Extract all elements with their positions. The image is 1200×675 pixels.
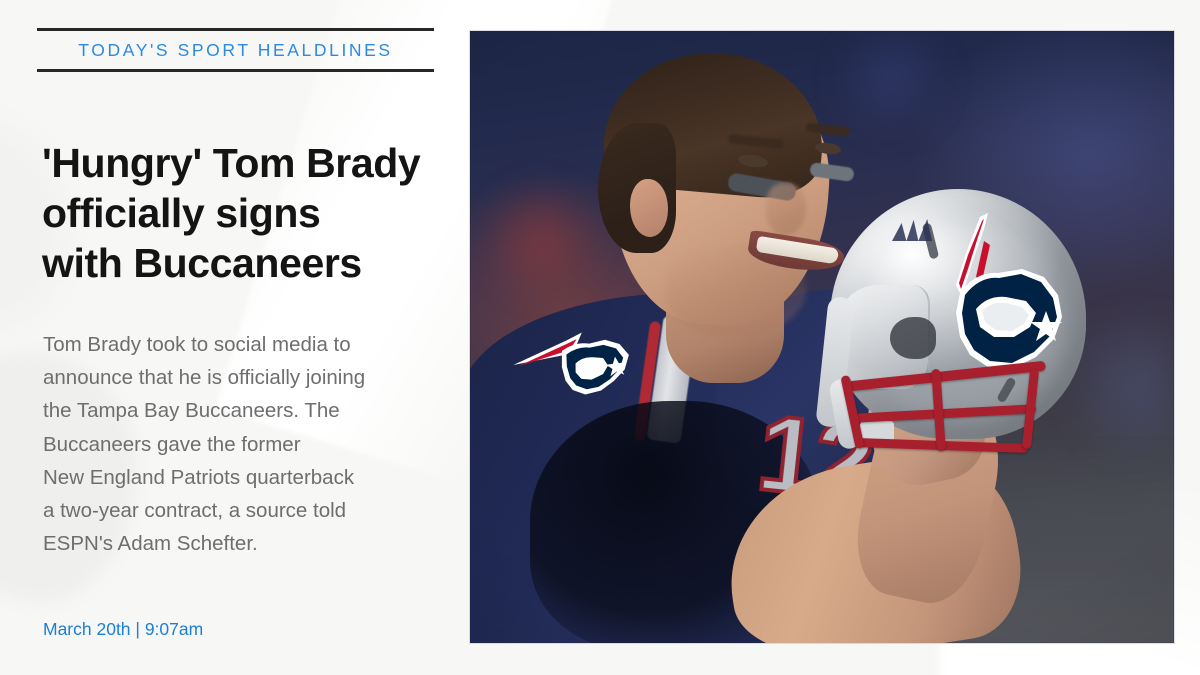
kicker-rule-bottom	[37, 69, 434, 72]
patriots-helmet	[815, 189, 1086, 453]
kicker-label: TODAY'S SPORT HEALDLINES	[78, 39, 393, 60]
article-text-column: TODAY'S SPORT HEALDLINES 'Hungry' Tom Br…	[37, 0, 437, 675]
kicker-rule-top	[37, 28, 434, 31]
summary-line-2: announce that he is officially joining	[43, 366, 366, 390]
summary-line-5: New England Patriots quarterback	[43, 465, 355, 489]
article-timestamp: March 20th | 9:07am	[43, 619, 204, 639]
flying-elvis-logo-icon	[926, 211, 1086, 391]
headline-line-1: 'Hungry' Tom Brady	[42, 140, 421, 186]
player-nose	[766, 183, 806, 235]
summary-line-7: ESPN's Adam Schefter.	[43, 532, 258, 556]
summary-line-6: a two-year contract, a source told	[43, 499, 347, 523]
helmet-chinstrap-clip	[860, 421, 894, 443]
kicker-label-row: TODAY'S SPORT HEALDLINES	[37, 31, 434, 69]
summary-line-3: the Tampa Bay Buccaneers. The	[43, 399, 340, 423]
helmet-facemask	[840, 360, 1048, 459]
section-kicker: TODAY'S SPORT HEALDLINES	[37, 28, 434, 72]
headline-line-3: with Buccaneers	[42, 240, 362, 286]
article-summary: Tom Brady took to social media to announ…	[43, 328, 438, 560]
headline-line-2: officially signs	[42, 190, 321, 236]
article-photo: 12	[470, 31, 1174, 643]
jersey-patriots-logo-icon	[508, 323, 651, 411]
facemask-bar-middle	[853, 404, 1037, 423]
summary-line-4: Buccaneers gave the former	[43, 432, 301, 456]
player-ear	[630, 179, 668, 237]
photo-content: 12	[470, 31, 1174, 643]
summary-line-1: Tom Brady took to social media to	[43, 333, 351, 356]
helmet-ear-opening	[890, 317, 936, 359]
page-title: 'Hungry' Tom Brady officially signs with…	[42, 138, 442, 288]
player-teeth	[755, 235, 840, 265]
